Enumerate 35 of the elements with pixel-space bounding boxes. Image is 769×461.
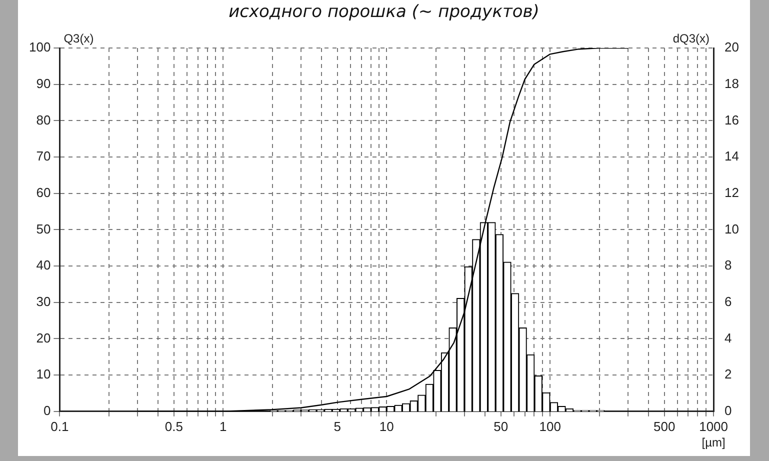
x-tick-label: 5: [334, 418, 342, 434]
y-tick-label: 40: [36, 258, 51, 273]
y2-tick-label: 14: [724, 148, 740, 164]
y-axis-title: Q3(x): [64, 31, 94, 46]
y2-tick-label: 0: [724, 402, 732, 418]
y2-tick-label: 8: [724, 258, 732, 273]
y2-tick-label: 16: [724, 112, 740, 128]
x-tick-label: 1000: [699, 418, 728, 434]
y2-tick-label: 2: [724, 366, 732, 382]
x-tick-label: 500: [653, 418, 676, 434]
y2-tick-label: 18: [724, 76, 740, 91]
y-tick-label: 50: [36, 221, 51, 236]
y-tick-label: 80: [36, 112, 51, 128]
y-tick-label: 30: [36, 294, 51, 309]
x-tick-label: 50: [494, 418, 508, 434]
y-tick-label: 10: [36, 366, 51, 382]
y2-tick-label: 4: [724, 330, 732, 346]
x-tick-label: 0.5: [164, 418, 183, 434]
y2-axis-title: dQ3(x): [672, 31, 710, 46]
y2-tick-label: 12: [724, 184, 740, 200]
y-tick-label: 0: [43, 402, 51, 418]
x-tick-label: 1: [220, 418, 227, 434]
x-axis-title: [µm]: [702, 436, 726, 450]
y2-tick-label: 6: [724, 294, 732, 309]
y-tick-label: 20: [36, 330, 51, 346]
y-tick-label: 60: [36, 184, 51, 200]
x-tick-label: 10: [379, 418, 394, 434]
y2-tick-label: 20: [724, 40, 740, 55]
y2-tick-label: 10: [724, 221, 740, 236]
x-tick-label: 0.1: [50, 418, 69, 434]
y-tick-label: 90: [36, 76, 51, 91]
y-tick-label: 100: [28, 40, 51, 55]
y-tick-label: 70: [36, 148, 51, 164]
chart-title: исходного порошка (~ продуктов): [228, 1, 540, 24]
x-tick-label: 100: [539, 418, 561, 434]
